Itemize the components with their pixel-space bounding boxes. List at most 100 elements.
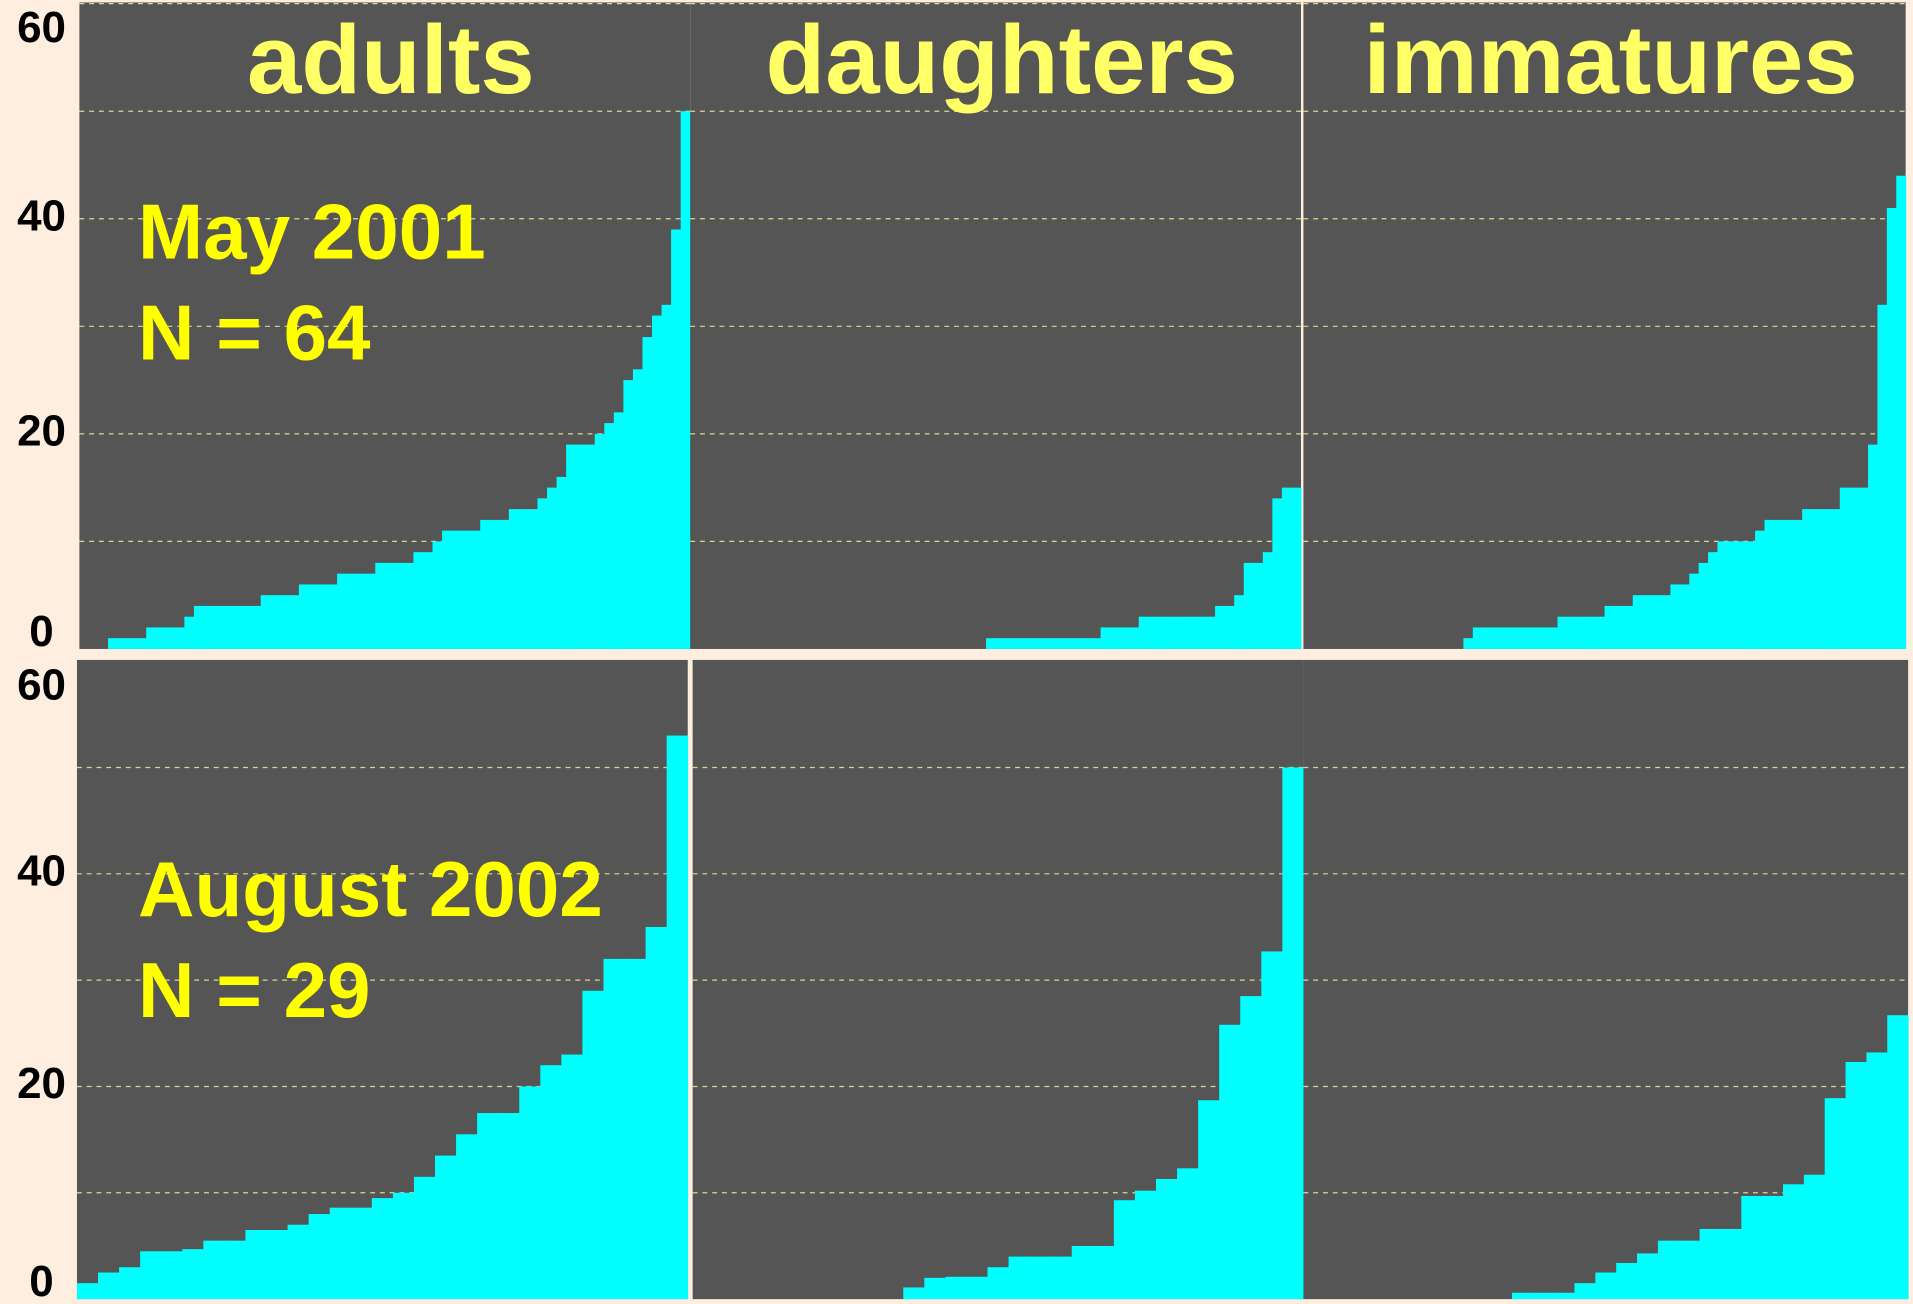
bar: [442, 530, 453, 649]
bar: [1764, 519, 1775, 649]
bar: [624, 958, 647, 1300]
bar: [1081, 638, 1092, 649]
bar: [203, 605, 214, 649]
bar: [203, 1240, 225, 1300]
bar: [527, 509, 538, 649]
bar: [1553, 1292, 1575, 1300]
bar: [661, 304, 672, 649]
bar: [1134, 1190, 1157, 1300]
bar: [461, 530, 472, 649]
bar: [604, 423, 615, 649]
bar: [585, 444, 596, 649]
bar: [329, 1207, 352, 1300]
bar: [1773, 519, 1784, 649]
bar: [174, 627, 185, 649]
bar: [1595, 1272, 1617, 1300]
bar: [270, 595, 281, 649]
y-tick-label: 40: [17, 191, 66, 240]
bar: [1100, 627, 1111, 649]
bar: [337, 573, 348, 649]
bar: [540, 1065, 562, 1300]
bar: [1689, 573, 1700, 649]
bar: [1510, 627, 1521, 649]
bar: [1215, 605, 1226, 649]
bar: [1472, 627, 1483, 649]
bar: [1167, 616, 1178, 649]
bar: [1642, 595, 1653, 649]
bar: [193, 605, 204, 649]
bar: [251, 605, 262, 649]
bar: [213, 605, 224, 649]
bar: [1119, 627, 1130, 649]
bar: [136, 638, 147, 649]
bar: [645, 926, 668, 1300]
panel-title: immatures: [1364, 5, 1858, 114]
y-tick-label: 20: [17, 1059, 66, 1108]
bar: [1529, 627, 1540, 649]
bar: [1511, 1292, 1534, 1300]
bar: [1129, 627, 1140, 649]
bar: [260, 595, 271, 649]
y-tick-label: 0: [29, 607, 53, 656]
bar: [1281, 487, 1292, 649]
bar: [1234, 595, 1245, 649]
bar: [1604, 605, 1615, 649]
bar: [1029, 1256, 1052, 1300]
bar: [518, 509, 529, 649]
bar: [1482, 627, 1493, 649]
bar: [1463, 638, 1474, 649]
annotation: N = 64: [138, 289, 371, 377]
bar: [575, 444, 586, 649]
bar: [356, 573, 367, 649]
bar: [1091, 638, 1102, 649]
bar: [1755, 530, 1766, 649]
bar: [642, 337, 653, 649]
bar: [1783, 519, 1794, 649]
bar: [108, 638, 119, 649]
bar: [394, 562, 405, 649]
bar: [1623, 605, 1634, 649]
bar: [1792, 519, 1803, 649]
bar: [1866, 1052, 1888, 1300]
bar: [1886, 208, 1897, 649]
bar: [1291, 487, 1302, 649]
bar: [1678, 1240, 1701, 1300]
bar: [680, 111, 691, 649]
bar: [119, 1267, 141, 1300]
bar: [384, 562, 395, 649]
bar: [1896, 175, 1907, 649]
bar: [603, 958, 626, 1300]
bar: [671, 229, 682, 649]
bar: [279, 595, 290, 649]
bar: [1839, 487, 1850, 649]
bar: [489, 519, 500, 649]
bar: [1661, 595, 1671, 649]
bar: [986, 638, 997, 649]
bar: [582, 990, 604, 1300]
bar: [903, 1287, 925, 1300]
bar: [1595, 616, 1606, 649]
bar: [365, 573, 376, 649]
bar: [1858, 487, 1869, 649]
bar: [1651, 595, 1662, 649]
bar: [1726, 541, 1737, 649]
bar: [1720, 1228, 1742, 1300]
bar: [432, 541, 443, 649]
bar: [1113, 1200, 1136, 1300]
bar: [519, 1086, 541, 1300]
bar: [1783, 1184, 1805, 1300]
bar: [146, 627, 157, 649]
bar: [1736, 541, 1747, 649]
bar: [224, 1240, 246, 1300]
bar: [1576, 616, 1587, 649]
bar: [1762, 1195, 1784, 1300]
bar: [1071, 638, 1082, 649]
bar: [477, 1113, 499, 1300]
panel-title: adults: [247, 5, 535, 114]
bar: [1272, 498, 1283, 649]
bar: [287, 1224, 310, 1300]
bar: [1557, 616, 1568, 649]
y-tick-label: 60: [17, 661, 66, 710]
bar: [594, 433, 605, 649]
